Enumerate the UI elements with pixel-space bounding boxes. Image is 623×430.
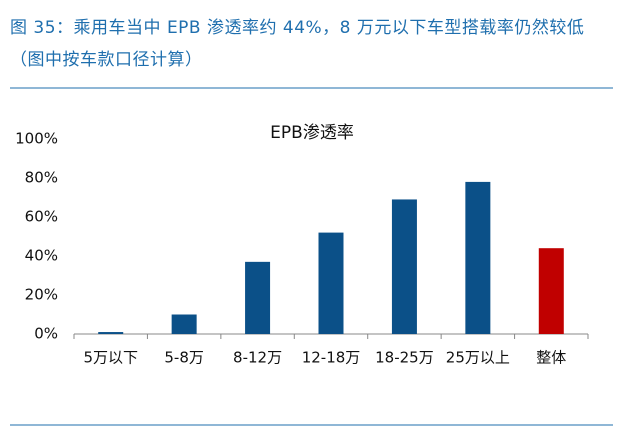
bar — [465, 181, 491, 334]
y-tick-label: 0% — [34, 325, 58, 343]
x-tick-label: 25万以上 — [446, 349, 510, 367]
bar — [391, 199, 417, 334]
bar — [171, 314, 197, 334]
y-tick-label: 40% — [25, 247, 58, 265]
x-tick-label: 18-25万 — [375, 349, 434, 367]
bar — [538, 248, 564, 334]
header-title: 图 35：乘用车当中 EPB 渗透率约 44%，8 万元以下车型搭载率仍然较低（… — [10, 18, 585, 70]
x-tick-label: 8-12万 — [233, 349, 282, 367]
x-tick-label: 整体 — [536, 349, 566, 367]
y-tick-label: 80% — [25, 169, 58, 187]
x-tick-label: 12-18万 — [302, 349, 361, 367]
y-tick-label: 60% — [25, 208, 58, 226]
x-tick-label: 5-8万 — [164, 349, 204, 367]
x-tick-label: 5万以下 — [83, 349, 138, 367]
chart-title: EPB渗透率 — [270, 123, 354, 143]
bar — [245, 261, 271, 334]
y-tick-label: 100% — [15, 130, 58, 148]
bar — [318, 232, 344, 334]
bar — [98, 332, 124, 334]
y-tick-label: 20% — [25, 286, 58, 304]
